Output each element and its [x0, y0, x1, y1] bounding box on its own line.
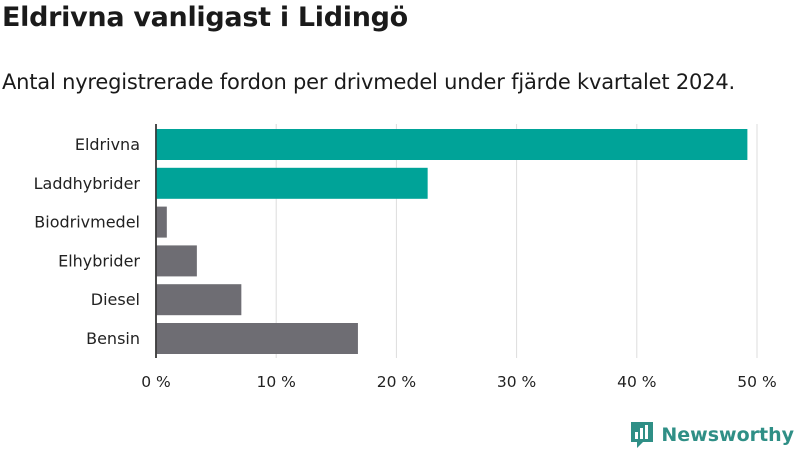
- category-label: Laddhybrider: [34, 174, 141, 193]
- bar-eldrivna: [156, 129, 748, 160]
- x-tick-label: 20 %: [377, 373, 416, 391]
- x-tick-label: 10 %: [257, 373, 296, 391]
- bar-bensin: [156, 323, 358, 354]
- category-label: Diesel: [91, 290, 140, 309]
- x-tick-label: 30 %: [497, 373, 536, 391]
- chart-title: Eldrivna vanligast i Lidingö: [2, 2, 408, 33]
- category-label: Bensin: [86, 329, 140, 348]
- chart-subtitle: Antal nyregistrerade fordon per drivmede…: [2, 70, 736, 94]
- brand-name: Newsworthy: [661, 424, 794, 446]
- category-label: Biodrivmedel: [34, 213, 140, 232]
- bar-biodrivmedel: [156, 206, 167, 238]
- x-tick-label: 0 %: [141, 373, 171, 391]
- bar-chart-flag-icon: [631, 422, 654, 448]
- category-label: Eldrivna: [75, 135, 140, 154]
- newsworthy-brand: Newsworthy: [629, 420, 794, 450]
- category-label: Elhybrider: [58, 251, 140, 270]
- bar-laddhybrider: [156, 167, 428, 199]
- x-tick-label: 40 %: [617, 373, 656, 391]
- x-tick-label: 50 %: [737, 373, 776, 391]
- bar-diesel: [156, 284, 242, 316]
- bar-elhybrider: [156, 245, 197, 277]
